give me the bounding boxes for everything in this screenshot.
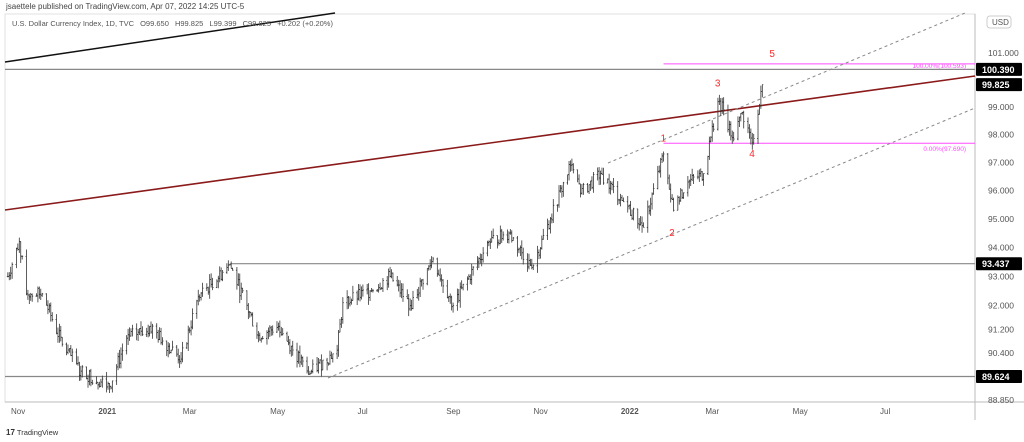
price-tag-label: 100.390 (982, 65, 1015, 75)
black-trendline[interactable] (4, 12, 336, 63)
y-tick-label: 91.200 (988, 324, 1014, 334)
y-tick-label: 99.000 (988, 102, 1014, 112)
x-tick-label: May (270, 407, 285, 416)
x-tick-label: Jul (880, 407, 890, 416)
wave-label: 5 (769, 49, 775, 60)
plot-frame (4, 13, 976, 403)
publisher-line: jsaettele published on TradingView.com, … (6, 2, 245, 11)
x-tick-label: Nov (11, 407, 25, 416)
x-tick-label: May (793, 407, 808, 416)
tradingview-logo[interactable]: 17 TradingView (6, 428, 58, 437)
symbol-legend: U.S. Dollar Currency Index, 1D, TVC O99.… (12, 19, 337, 28)
tradingview-logo-mark: 17 (6, 428, 15, 437)
price-tag (976, 78, 1022, 92)
wave-label: 2 (669, 228, 675, 239)
ohlc-change: +0.202 (+0.20%) (277, 19, 333, 28)
y-tick-label: 97.000 (988, 157, 1014, 167)
upper-channel-line[interactable] (607, 12, 966, 164)
x-tick-label: 2022 (621, 407, 639, 416)
x-tick-label: Jul (357, 407, 367, 416)
lower-channel-line[interactable] (327, 107, 976, 379)
ohlc-low: L99.399 (209, 19, 237, 28)
y-tick-label: 98.000 (988, 130, 1014, 140)
y-tick-label: 94.000 (988, 242, 1014, 252)
red-trendline[interactable] (4, 75, 976, 211)
price-tag-label: 99.825 (982, 80, 1010, 90)
ohlc-high: H99.825 (174, 19, 204, 28)
price-tag (976, 369, 1022, 383)
y-tick-label: 101.000 (988, 48, 1019, 58)
price-tag (976, 62, 1022, 76)
x-tick-label: Sep (446, 407, 461, 416)
y-tick-label: 96.000 (988, 185, 1014, 195)
x-tick-label: Mar (705, 407, 719, 416)
x-tick-label: 2021 (98, 407, 116, 416)
fib-level-label: 100.00%(100.593) (913, 63, 967, 70)
y-tick-label: 93.000 (988, 271, 1014, 281)
wave-label: 3 (715, 79, 721, 90)
ohlc-close: C99.825 (242, 19, 271, 28)
price-tag (976, 257, 1022, 271)
x-tick-label: Nov (534, 407, 548, 416)
y-tick-label: 92.000 (988, 301, 1014, 311)
ohlc-open: O99.650 (140, 19, 169, 28)
y-tick-label: 95.000 (988, 214, 1014, 224)
price-tag-label: 93.437 (982, 259, 1010, 269)
tradingview-logo-text: TradingView (16, 428, 59, 437)
wave-label: 4 (749, 149, 755, 160)
currency-button[interactable] (986, 15, 1012, 29)
symbol-name[interactable]: U.S. Dollar Currency Index, 1D, TVC (12, 19, 134, 28)
wave-label: 1 (661, 134, 667, 145)
y-tick-label: 88.850 (988, 395, 1014, 405)
fib-level-label: 0.00%(97.690) (923, 146, 966, 153)
currency-button-label: USD (992, 18, 1009, 27)
price-tag-label: 89.624 (982, 372, 1010, 382)
y-tick-label: 90.400 (988, 348, 1014, 358)
x-tick-label: Mar (183, 407, 197, 416)
